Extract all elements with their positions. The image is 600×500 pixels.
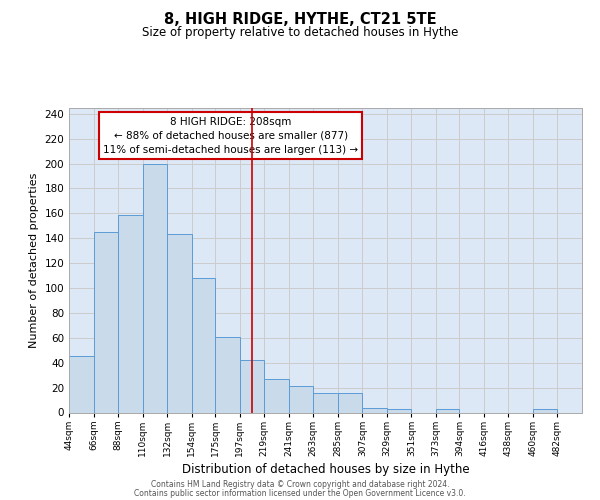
Bar — [387, 409, 412, 412]
Bar — [69, 356, 94, 412]
Bar — [264, 379, 289, 412]
Bar — [239, 360, 264, 412]
X-axis label: Distribution of detached houses by size in Hythe: Distribution of detached houses by size … — [182, 463, 469, 476]
Bar — [289, 386, 313, 412]
Text: 8, HIGH RIDGE, HYTHE, CT21 5TE: 8, HIGH RIDGE, HYTHE, CT21 5TE — [164, 12, 436, 28]
Bar — [215, 336, 239, 412]
Bar — [191, 278, 215, 412]
Bar — [338, 392, 362, 412]
Bar — [143, 164, 167, 412]
Bar — [533, 409, 557, 412]
Bar — [167, 234, 191, 412]
Bar — [118, 214, 143, 412]
Bar — [94, 232, 118, 412]
Text: Contains HM Land Registry data © Crown copyright and database right 2024.: Contains HM Land Registry data © Crown c… — [151, 480, 449, 489]
Text: Contains public sector information licensed under the Open Government Licence v3: Contains public sector information licen… — [134, 489, 466, 498]
Y-axis label: Number of detached properties: Number of detached properties — [29, 172, 39, 348]
Bar — [362, 408, 387, 412]
Text: 8 HIGH RIDGE: 208sqm
← 88% of detached houses are smaller (877)
11% of semi-deta: 8 HIGH RIDGE: 208sqm ← 88% of detached h… — [103, 116, 358, 154]
Bar — [436, 409, 460, 412]
Bar — [313, 392, 338, 412]
Text: Size of property relative to detached houses in Hythe: Size of property relative to detached ho… — [142, 26, 458, 39]
